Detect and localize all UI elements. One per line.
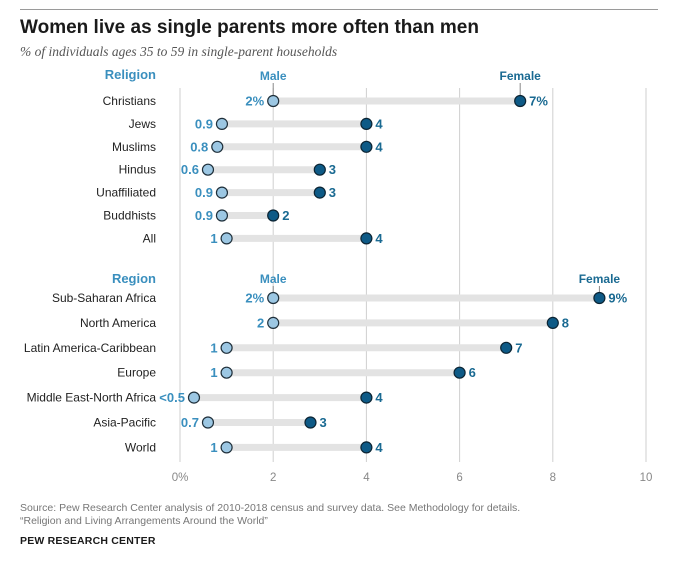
x-tick-label-0: 0% [172, 472, 189, 484]
female-value-label: 6 [469, 365, 476, 380]
category-label: Asia-Pacific [93, 416, 156, 430]
female-value-label: 8 [562, 315, 569, 330]
female-value-label: 4 [375, 139, 383, 154]
male-value-label: 0.6 [181, 162, 199, 177]
male-value-label: 1 [210, 365, 217, 380]
x-tick-label-4: 4 [363, 472, 370, 484]
female-value-label: 9% [608, 291, 627, 306]
section-label-region: Region [112, 271, 156, 286]
category-label: Jews [129, 117, 156, 131]
male-dot [267, 291, 280, 305]
male-value-label: 0.9 [195, 208, 213, 223]
male-value-label: 1 [210, 231, 217, 246]
category-label: Hindus [119, 163, 156, 177]
male-value-label: 0.9 [195, 116, 213, 131]
brand-name: PEW RESEARCH CENTER [20, 535, 156, 547]
male-dot [267, 94, 280, 108]
category-label: Unaffiliated [96, 186, 156, 200]
male-value-label: 0.7 [181, 415, 199, 430]
male-value-label: 1 [210, 340, 217, 355]
male-value-label: 2 [257, 315, 264, 330]
chart-title: Women live as single parents more often … [20, 17, 479, 38]
female-dot [453, 366, 466, 379]
female-value-label: 2 [282, 208, 289, 223]
male-dot [201, 163, 215, 176]
male-value-label: <0.5 [159, 390, 185, 405]
section-label-religion: Religion [105, 67, 156, 82]
male-value-label: 0.8 [190, 139, 208, 154]
male-dot [220, 341, 233, 354]
male-dot [211, 140, 224, 153]
category-label: Muslims [112, 140, 156, 154]
female-value-label: 3 [329, 162, 336, 177]
category-label: North America [80, 316, 156, 330]
female-value-label: 3 [319, 415, 326, 430]
male-dot [220, 232, 233, 245]
footer: Source: Pew Research Center analysis of … [20, 502, 520, 528]
female-dot [304, 416, 317, 429]
legend-male-label: Male [260, 69, 287, 83]
female-value-label: 4 [375, 440, 383, 455]
male-value-label: 2% [245, 94, 264, 109]
male-dot [215, 117, 229, 131]
legend-female-label: Female [500, 69, 542, 83]
male-dot [220, 366, 233, 379]
female-value-label: 4 [375, 116, 383, 131]
male-value-label: 0.9 [195, 185, 213, 200]
male-dot [215, 186, 229, 199]
category-label: Christians [103, 94, 156, 108]
male-dot [215, 209, 229, 222]
chart-subtitle: % of individuals ages 35 to 59 in single… [20, 44, 338, 59]
male-dot [201, 416, 215, 429]
female-dot [267, 209, 280, 222]
female-dot [360, 232, 373, 245]
legend-female-label: Female [579, 272, 621, 286]
category-label: Europe [117, 366, 156, 380]
female-dot [360, 391, 373, 404]
female-value-label: 3 [329, 185, 336, 200]
x-tick-label-2: 2 [270, 472, 276, 484]
female-value-label: 7% [529, 94, 548, 109]
female-dot [593, 291, 606, 305]
female-dot [360, 117, 373, 131]
female-value-label: 4 [375, 231, 383, 246]
report-title: “Religion and Living Arrangements Around… [20, 515, 268, 527]
x-tick-label-6: 6 [456, 472, 462, 484]
category-label: Latin America-Caribbean [24, 341, 156, 355]
category-label: World [125, 440, 156, 454]
top-rule [20, 9, 658, 10]
female-dot [500, 341, 513, 354]
x-tick-label-8: 8 [550, 472, 556, 484]
female-dot [313, 186, 326, 199]
male-dot [267, 316, 280, 329]
source-note: Source: Pew Research Center analysis of … [20, 502, 521, 514]
male-dot [220, 441, 233, 454]
female-dot [360, 441, 373, 454]
female-dot [514, 94, 527, 108]
female-dot [546, 316, 559, 329]
male-value-label: 1 [210, 440, 217, 455]
female-value-label: 7 [515, 340, 522, 355]
category-label: Buddhists [103, 209, 156, 223]
category-label: All [143, 231, 156, 245]
female-dot [360, 140, 373, 153]
category-label: Sub-Saharan Africa [52, 291, 156, 305]
category-label: Middle East-North Africa [27, 391, 157, 405]
male-dot [187, 391, 201, 404]
x-tick-label-10: 10 [640, 472, 653, 484]
female-value-label: 4 [375, 390, 383, 405]
legend-male-label: Male [260, 272, 287, 286]
female-dot [313, 163, 326, 176]
male-value-label: 2% [245, 291, 264, 306]
